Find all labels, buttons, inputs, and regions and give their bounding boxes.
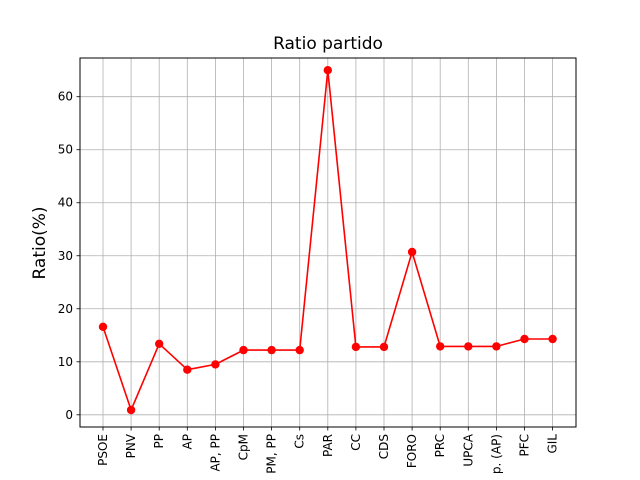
data-point [211,360,220,369]
series-layer [98,66,557,415]
x-tick-label: AP, PP [208,434,222,472]
x-tick-label: PRC [433,434,447,457]
x-tick-label: CDS [377,434,391,459]
y-tick-label: 30 [58,249,73,263]
x-tick-label: AP [180,434,194,449]
data-point [436,342,445,351]
x-tick-label: Cs [293,434,307,449]
y-tick-label: 0 [65,408,73,422]
data-point [464,342,473,351]
data-point [379,342,389,352]
x-tick-label: UPCA [461,433,475,466]
x-tick-label: PP [152,434,166,448]
y-tick-label: 10 [58,355,73,369]
y-axis-label: Ratio(%) [30,206,50,279]
x-tick-label: CC [349,434,363,451]
data-point [98,322,108,331]
x-tick-label: FORO [405,434,419,468]
data-point [126,405,136,415]
chart-title: Ratio partido [273,34,383,54]
x-tick-label: GIL [546,434,560,454]
data-point [351,342,361,352]
x-tick-label: PNV [124,433,138,458]
x-tick-label: p. (AP) [489,434,503,474]
data-point [548,334,557,344]
grid-lines [80,58,576,427]
y-tick-label: 20 [58,302,73,316]
x-tick-label: PSOE [96,434,110,466]
x-axis-ticks: PSOE PNV PP AP AP, PP CpM PM, PP Cs PAR CC CDS FORO… [96,427,560,474]
data-point [520,334,529,344]
x-tick-label: CpM [237,434,251,460]
y-tick-label: 40 [58,196,73,210]
data-point [323,66,332,75]
data-point [492,342,501,351]
data-point [407,247,417,257]
x-tick-label: PFC [518,434,532,457]
data-point [295,345,304,355]
y-tick-label: 60 [58,90,73,104]
x-tick-label: PM, PP [265,434,279,474]
x-tick-label: PAR [321,434,335,457]
data-point [155,339,164,348]
y-tick-label: 50 [58,143,73,157]
data-point [239,345,248,355]
data-point [267,345,276,355]
data-point [183,365,192,374]
y-axis-ticks: 0 10 20 30 40 50 60 [58,90,80,422]
